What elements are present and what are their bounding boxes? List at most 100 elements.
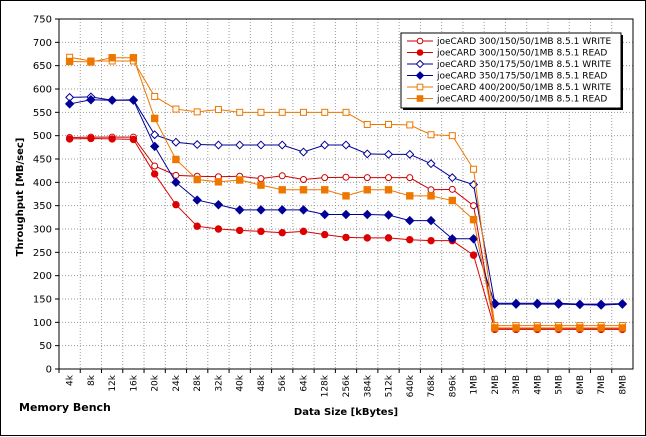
series-lines xyxy=(64,53,628,334)
data-point xyxy=(385,174,393,182)
x-tick-label: 384k xyxy=(363,374,373,397)
data-point xyxy=(172,155,180,164)
legend-entry: joeCARD 350/175/50/1MB 8.5.1 READ xyxy=(407,71,607,82)
data-point xyxy=(553,299,564,309)
data-point xyxy=(470,202,478,210)
data-point xyxy=(299,186,308,194)
y-tick-label: 100 xyxy=(33,318,52,329)
data-point xyxy=(172,201,180,209)
data-point xyxy=(171,137,181,147)
data-point xyxy=(129,54,138,62)
y-tick-label: 750 xyxy=(33,15,52,26)
data-point xyxy=(86,95,96,105)
data-point xyxy=(214,178,223,186)
data-point xyxy=(299,176,307,184)
data-point xyxy=(299,227,308,236)
data-point xyxy=(426,215,436,226)
data-point xyxy=(108,135,116,143)
series-4 xyxy=(64,95,628,310)
data-point xyxy=(298,147,308,157)
legend-entry: joeCARD 300/150/50/1MB 8.5.1 WRITE xyxy=(407,37,612,47)
data-point xyxy=(554,324,563,332)
y-axis-title: Throughput [MB/sec] xyxy=(15,138,26,257)
y-tick-label: 700 xyxy=(33,38,52,49)
x-tick-label: 3MB xyxy=(512,375,522,395)
x-tick-labels: 4k 8k 12k 16k 20k 24k 28k 32k 40k 48k 56k 64k 128k 25… xyxy=(66,374,629,397)
data-point xyxy=(342,192,350,200)
x-tick-label: 16k xyxy=(129,374,139,391)
data-point xyxy=(236,176,244,184)
data-point xyxy=(257,108,265,116)
data-point xyxy=(236,226,244,235)
legend-label: joeCARD 400/200/50/1MB 8.5.1 WRITE xyxy=(436,83,612,93)
x-tick-label: 12k xyxy=(108,374,118,391)
data-point xyxy=(193,175,201,184)
data-point xyxy=(150,114,159,123)
data-point xyxy=(151,92,159,100)
data-point xyxy=(448,196,456,205)
data-point xyxy=(65,135,74,143)
x-tick-label: 28k xyxy=(193,374,203,391)
data-point xyxy=(363,120,371,128)
data-point xyxy=(427,236,435,245)
legend-label: joeCARD 350/175/50/1MB 8.5.1 READ xyxy=(436,72,607,82)
data-point xyxy=(278,229,286,237)
y-tick-label: 150 xyxy=(33,295,52,306)
data-point xyxy=(257,175,265,183)
data-point xyxy=(405,215,415,226)
x-tick-label: 2MB xyxy=(491,375,501,395)
data-point xyxy=(321,174,329,182)
data-point xyxy=(385,120,393,128)
y-tick-label: 300 xyxy=(33,225,52,236)
x-axis-title: Data Size [kBytes] xyxy=(294,407,398,418)
data-point xyxy=(406,192,414,200)
data-point xyxy=(576,324,584,332)
y-tick-labels: 0 50 100 150 200 250 300 350 400 450 500 550 600 650 7… xyxy=(33,15,52,376)
x-tick-label: 8MB xyxy=(618,375,628,395)
legend-entry: joeCARD 300/150/50/1MB 8.5.1 READ xyxy=(407,49,607,59)
data-point xyxy=(427,131,435,139)
legend-label: joeCARD 300/150/50/1MB 8.5.1 WRITE xyxy=(436,37,612,47)
x-tick-label: 24k xyxy=(172,374,182,391)
data-point xyxy=(416,95,424,102)
data-point xyxy=(87,134,95,143)
data-point xyxy=(65,57,74,66)
data-point xyxy=(341,140,351,150)
data-point xyxy=(416,49,424,56)
data-point xyxy=(383,210,394,220)
y-tick-label: 500 xyxy=(33,131,52,142)
data-point xyxy=(256,140,266,150)
y-tick-label: 350 xyxy=(33,201,52,212)
data-point xyxy=(617,299,628,309)
y-tick-label: 650 xyxy=(33,61,52,72)
data-point xyxy=(575,299,585,310)
data-point xyxy=(278,172,286,180)
data-point xyxy=(321,108,329,116)
plot-border xyxy=(58,18,634,370)
data-point xyxy=(149,141,160,152)
data-point xyxy=(278,108,286,116)
series-6 xyxy=(65,54,627,332)
data-point xyxy=(415,59,425,69)
data-point xyxy=(321,230,329,239)
chart-caption: Memory Bench xyxy=(19,401,111,414)
data-point xyxy=(406,121,414,129)
data-point xyxy=(277,140,287,150)
x-tick-label: 5MB xyxy=(555,375,565,395)
data-point xyxy=(214,106,222,114)
data-point xyxy=(172,105,180,113)
legend-box xyxy=(400,32,622,109)
data-point xyxy=(427,192,435,200)
data-point xyxy=(278,186,286,194)
data-point xyxy=(108,54,116,62)
data-point xyxy=(448,185,456,193)
data-point xyxy=(129,135,138,144)
x-tick-label: 56k xyxy=(278,374,288,391)
data-point xyxy=(320,209,330,220)
data-point xyxy=(468,234,479,244)
data-point xyxy=(384,234,393,242)
data-point xyxy=(235,140,245,150)
data-point xyxy=(342,173,350,181)
